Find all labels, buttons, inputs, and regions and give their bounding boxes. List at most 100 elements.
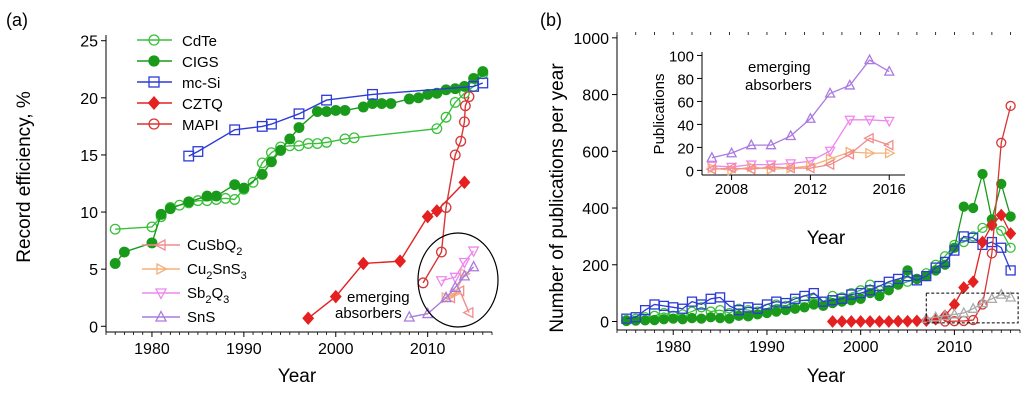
inset-xlabel: Year xyxy=(807,228,846,249)
panel-b-point-cigs xyxy=(696,313,707,324)
panel-a-point-cigs xyxy=(403,93,415,105)
panel-a-xlabel: Year xyxy=(278,366,317,387)
panel-b-point-cigs xyxy=(789,303,801,314)
panel-b-point-cigs xyxy=(658,314,670,325)
panel-a-point-cdte xyxy=(431,123,443,135)
panel-b-point-emerging-absorbers xyxy=(967,302,979,313)
inset-line-sns xyxy=(711,59,890,159)
panel-b-point-cigs xyxy=(967,202,979,214)
panel-b-point-cztq xyxy=(826,315,839,328)
panel-b-point-cigs xyxy=(714,312,726,324)
panel-b-point-mc-si xyxy=(921,270,932,282)
inset-xtick-label-2: 2016 xyxy=(873,181,906,198)
panel-a-point-cigs xyxy=(293,122,305,133)
panel-b-point-mc-si xyxy=(1005,265,1016,276)
panel-b-point-cigs xyxy=(977,168,988,180)
inset-point-sns xyxy=(863,53,876,65)
legend-sb2q3-sub1: 2 xyxy=(205,294,211,306)
panel-a-point-cigs xyxy=(146,237,158,249)
inset-title-line1: emerging xyxy=(748,59,811,76)
inset-point-sns xyxy=(844,78,856,90)
panel-b-point-mapi xyxy=(977,299,988,310)
legend-label-sns: SnS xyxy=(187,309,215,326)
inset-point-sns xyxy=(745,138,757,150)
inset-ytick-label-4: 80 xyxy=(677,71,694,88)
panel-a-point-cigs xyxy=(376,98,388,109)
panel-b-point-cigs xyxy=(733,310,744,321)
panel-b-point-mapi xyxy=(967,314,979,326)
panel-b-point-cztq xyxy=(986,218,998,232)
inset-point-sns xyxy=(765,138,777,150)
panel-b-inset-region xyxy=(925,292,1019,324)
panel-a-series-sb2q3 xyxy=(435,246,480,288)
panel-b-point-mc-si xyxy=(967,232,979,243)
panel-b-point-cigs xyxy=(686,312,698,324)
legend-sb2q3-part2: Q xyxy=(211,285,223,302)
inset-point-cusbq2 xyxy=(744,163,756,175)
panel-a-series-cztq xyxy=(302,175,471,326)
inset-ylabel: Publications xyxy=(651,74,668,155)
panel-a-point-cigs xyxy=(275,144,287,156)
panel-b-point-cigs xyxy=(743,311,754,322)
legend-em-marker-3 xyxy=(154,310,168,322)
panel-b-ytick-label-2: 400 xyxy=(582,201,609,218)
panel-a-point-cigs xyxy=(440,84,452,96)
inset-point-cusbq2 xyxy=(725,162,736,174)
panel-b-point-cigs xyxy=(724,313,735,324)
panel-a-point-cigs xyxy=(422,88,434,100)
legend-cu2sns3-part1: Cu xyxy=(187,261,206,278)
panel-b-point-cigs xyxy=(996,178,1007,190)
panel-a-point-cdte xyxy=(449,96,461,108)
legend-cu2sns3-sub2: 3 xyxy=(241,270,247,282)
panel-a-point-cigs xyxy=(256,168,268,180)
panel-a-point-sb2q3 xyxy=(458,257,471,269)
inset-point-cusbq2 xyxy=(804,162,815,174)
panel-b-series-emerging-absorbers xyxy=(920,288,1017,323)
panel-a-point-sb2q3 xyxy=(435,276,448,288)
panel-a-point-sns xyxy=(449,280,462,292)
panel-a-point-mapi xyxy=(436,246,447,258)
panel-b-point-mc-si xyxy=(714,292,726,303)
panel-b-point-cigs xyxy=(902,265,913,276)
inset-point-cusbq2 xyxy=(863,132,874,144)
panel-b-ytick-label-1: 200 xyxy=(582,258,609,275)
panel-a-point-cigs xyxy=(183,196,195,208)
panel-a-point-cigs xyxy=(311,106,323,117)
panel-a-point-cigs xyxy=(118,246,130,258)
inset-point-sns xyxy=(824,87,836,98)
panel-a-point-cztq xyxy=(458,175,471,190)
inset-ytick-label-3: 60 xyxy=(677,94,694,111)
legend-sb2q3-part1: Sb xyxy=(187,285,205,302)
panel-b-ytick-label-4: 800 xyxy=(582,88,609,105)
inset-ytick-label-5: 100 xyxy=(669,48,694,65)
panel-a-point-cztq xyxy=(394,254,407,268)
panel-b-xlabel: Year xyxy=(807,366,846,387)
legend-label-cusbq2: CuSbQ2 xyxy=(187,237,242,258)
panel-a-point-cigs xyxy=(357,101,369,113)
panel-a-point-cigs xyxy=(229,179,241,191)
panel-b-point-cztq xyxy=(864,315,876,328)
panel-a-point-mc-si xyxy=(265,118,277,130)
panel-b-point-cigs xyxy=(855,293,866,304)
inset: 2008 2012 2016 0 20 40 60 80 100 xyxy=(669,48,906,198)
panel-b-ytick-label-0: 0 xyxy=(600,314,609,331)
panel-b-point-cigs xyxy=(761,307,773,319)
panel-a-legend xyxy=(137,34,180,322)
panel-b-label: (b) xyxy=(540,10,562,30)
panel-b-point-cigs xyxy=(677,314,688,325)
inset-point-cusbq2 xyxy=(784,162,795,174)
panel-a-label: (a) xyxy=(6,10,28,30)
panel-b-point-mc-si xyxy=(930,262,941,273)
panel-b-point-mc-si xyxy=(677,303,688,314)
panel-a-point-cigs xyxy=(164,203,176,215)
panel-b-point-cigs xyxy=(771,306,782,317)
panel-b-point-mc-si xyxy=(696,299,707,310)
inset-point-sns xyxy=(804,112,816,123)
inset-xtick-label-0: 2008 xyxy=(715,181,748,198)
inset-xtick-label-1: 2012 xyxy=(794,181,827,198)
inset-point-cusbq2 xyxy=(843,148,855,160)
panel-b-point-cztq xyxy=(976,235,989,249)
inset-point-sb2q3 xyxy=(883,116,895,128)
panel-b-point-emerging-absorbers xyxy=(920,312,932,323)
legend-label-cu2sns3: Cu2SnS3 xyxy=(187,261,247,282)
